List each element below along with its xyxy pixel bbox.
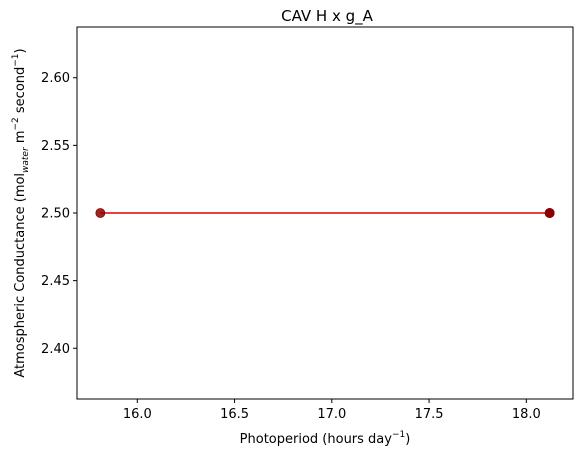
x-tick-label: 17.0 (317, 407, 346, 422)
chart-title: CAV H x g_A (281, 7, 374, 26)
y-tick-label: 2.50 (41, 207, 70, 222)
x-tick-label: 16.5 (220, 407, 249, 422)
x-tick-label: 16.0 (123, 407, 152, 422)
y-tick-label: 2.60 (41, 71, 70, 86)
series-layer (95, 208, 555, 218)
y-tick-label: 2.40 (41, 342, 70, 357)
y-axis-ticks: 2.40 2.45 2.50 2.55 2.60 (41, 71, 77, 357)
data-point (544, 208, 555, 218)
y-axis-label: Atmospheric Conductance (molwater m−2 se… (11, 48, 31, 377)
x-axis-label: Photoperiod (hours day−1) (240, 430, 411, 447)
x-tick-label: 17.5 (415, 407, 444, 422)
y-tick-label: 2.55 (41, 139, 70, 154)
data-point (95, 208, 106, 218)
x-axis-ticks: 16.0 16.5 17.0 17.5 18.0 (123, 399, 541, 422)
x-tick-label: 18.0 (512, 407, 541, 422)
y-tick-label: 2.45 (41, 274, 70, 289)
